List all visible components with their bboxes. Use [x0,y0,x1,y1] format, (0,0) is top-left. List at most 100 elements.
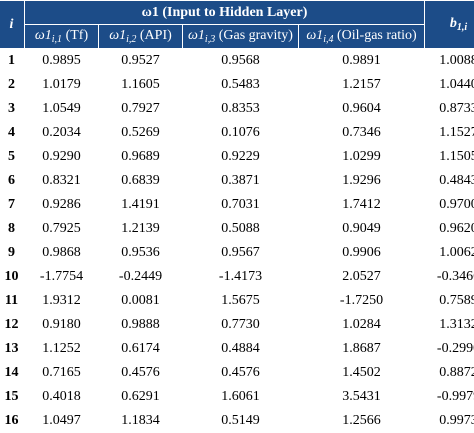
bias-value-cell: -0.2990 [425,337,474,361]
row-index-cell: 2 [0,73,25,97]
weight-gas-gravity-cell: 0.5149 [183,409,299,433]
bias-value-cell: 1.0088 [425,49,474,73]
weight-tf-cell: 0.9290 [25,145,99,169]
bias-value-cell: -0.9979 [425,385,474,409]
weight-oil-gas-ratio-cell: 1.8687 [299,337,425,361]
weight-api-cell: 0.9527 [99,49,183,73]
row-index-cell: 12 [0,313,25,337]
row-index-cell: 6 [0,169,25,193]
weight-oil-gas-ratio-cell: 1.0299 [299,145,425,169]
weight-oil-gas-ratio-cell: 1.0284 [299,313,425,337]
group-header: ω1 (Input to Hidden Layer) [25,1,425,25]
bias-value-cell: 0.9620 [425,217,474,241]
row-index-cell: 9 [0,241,25,265]
bias-header-subscript: 1,i [457,22,467,33]
weight-gas-gravity-cell: 0.3871 [183,169,299,193]
weight-oil-gas-ratio-cell: -1.7250 [299,289,425,313]
header-row-top: i ω1 (Input to Hidden Layer) b1,i [0,1,474,25]
weight-oil-gas-ratio-cell: 1.7412 [299,193,425,217]
weight-gas-gravity-cell: 0.9568 [183,49,299,73]
weight-tf-cell: 1.9312 [25,289,99,313]
weight-gas-gravity-cell: 1.6061 [183,385,299,409]
weight-oil-gas-ratio-cell: 1.4502 [299,361,425,385]
weight-api-cell: 1.1834 [99,409,183,433]
weight-oil-gas-ratio-cell: 1.2566 [299,409,425,433]
weight-api-cell: 0.9536 [99,241,183,265]
weight-tf-cell: 1.0497 [25,409,99,433]
row-index-cell: 13 [0,337,25,361]
weight-api-cell: 0.6839 [99,169,183,193]
row-index-cell: 5 [0,145,25,169]
row-index-cell: 10 [0,265,25,289]
weight-tf-cell: 0.7925 [25,217,99,241]
bias-value-cell: 1.1527 [425,121,474,145]
column-header-4: ω1i,4 (Oil-gas ratio) [299,25,425,49]
weight-gas-gravity-cell: 0.9567 [183,241,299,265]
bias-value-cell: 0.7589 [425,289,474,313]
weight-api-cell: 0.6174 [99,337,183,361]
bias-value-cell: -0.3466 [425,265,474,289]
bias-header: b1,i [425,1,474,49]
weight-oil-gas-ratio-cell: 0.9604 [299,97,425,121]
weight-tf-cell: 0.7165 [25,361,99,385]
weight-tf-cell: 0.2034 [25,121,99,145]
weight-tf-cell: 0.9868 [25,241,99,265]
weight-api-cell: 0.9689 [99,145,183,169]
weight-tf-cell: 0.9895 [25,49,99,73]
row-index-cell: 3 [0,97,25,121]
row-index-cell: 14 [0,361,25,385]
weight-gas-gravity-cell: 0.1076 [183,121,299,145]
row-index-cell: 16 [0,409,25,433]
weight-api-cell: 1.4191 [99,193,183,217]
weight-gas-gravity-cell: 0.8353 [183,97,299,121]
weight-api-cell: 0.0081 [99,289,183,313]
weight-tf-cell: -1.7754 [25,265,99,289]
row-index-cell: 7 [0,193,25,217]
weight-api-cell: 1.1605 [99,73,183,97]
index-header: i [0,1,25,49]
row-index-cell: 4 [0,121,25,145]
weight-gas-gravity-cell: 0.4884 [183,337,299,361]
bias-value-cell: 0.9700 [425,193,474,217]
column-header-1: ω1i,1 (Tf) [25,25,99,49]
weight-tf-cell: 1.0549 [25,97,99,121]
row-index-cell: 8 [0,217,25,241]
weight-oil-gas-ratio-cell: 0.9891 [299,49,425,73]
bias-value-cell: 0.8733 [425,97,474,121]
row-index-cell: 11 [0,289,25,313]
weight-gas-gravity-cell: -1.4173 [183,265,299,289]
bias-value-cell: 0.4843 [425,169,474,193]
weight-tf-cell: 0.9286 [25,193,99,217]
weight-oil-gas-ratio-cell: 2.0527 [299,265,425,289]
weight-api-cell: 1.2139 [99,217,183,241]
bias-value-cell: 1.0440 [425,73,474,97]
row-index-cell: 15 [0,385,25,409]
weight-tf-cell: 1.0179 [25,73,99,97]
weight-api-cell: 0.5269 [99,121,183,145]
column-header-2: ω1i,2 (API) [99,25,183,49]
bias-value-cell: 1.0062 [425,241,474,265]
weight-oil-gas-ratio-cell: 0.7346 [299,121,425,145]
bias-value-cell: 0.8872 [425,361,474,385]
weight-gas-gravity-cell: 0.7031 [183,193,299,217]
weight-gas-gravity-cell: 1.5675 [183,289,299,313]
weight-gas-gravity-cell: 0.5483 [183,73,299,97]
header-row-columns: ω1i,1 (Tf)ω1i,2 (API)ω1i,3 (Gas gravity)… [0,25,474,49]
weight-api-cell: 0.7927 [99,97,183,121]
weight-api-cell: 0.4576 [99,361,183,385]
weight-oil-gas-ratio-cell: 0.9049 [299,217,425,241]
